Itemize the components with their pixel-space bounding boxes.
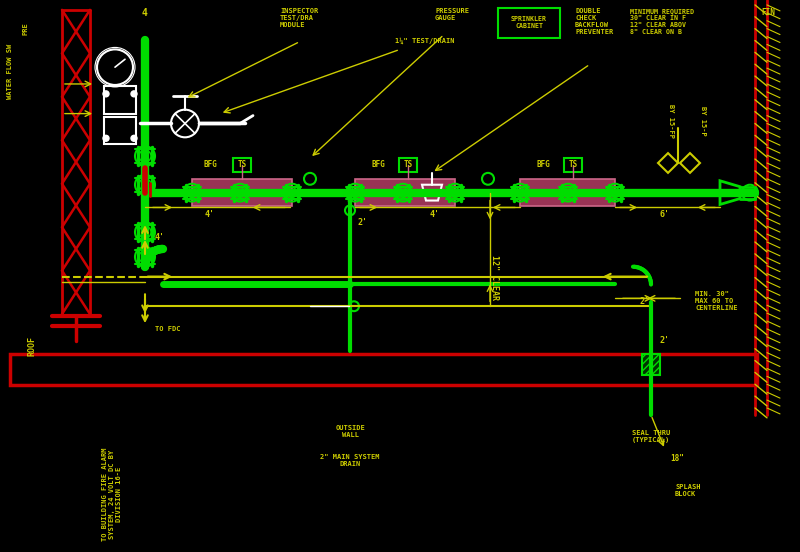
Text: TS: TS	[568, 161, 578, 169]
Text: 1¼" TEST/DRAIN: 1¼" TEST/DRAIN	[395, 38, 454, 44]
Text: BFG: BFG	[203, 161, 217, 169]
Text: PRESSURE
GAUGE: PRESSURE GAUGE	[435, 8, 469, 21]
Bar	[10, 354, 757, 385]
Circle shape	[131, 135, 137, 141]
Text: DOUBLE
CHECK
BACKFLOW
PREVENTER: DOUBLE CHECK BACKFLOW PREVENTER	[575, 8, 614, 35]
Text: INSPECTOR
TEST/DRA
MODULE: INSPECTOR TEST/DRA MODULE	[280, 8, 318, 28]
Bar	[104, 116, 136, 144]
Text: TO FDC: TO FDC	[155, 326, 181, 332]
Bar	[233, 158, 251, 172]
Text: 4': 4'	[205, 210, 215, 219]
Bar	[192, 179, 292, 206]
Text: 2" MAIN SYSTEM
DRAIN: 2" MAIN SYSTEM DRAIN	[320, 454, 380, 468]
Text: MINIMUM REQUIRED
30" CLEAR IN F
12" CLEAR ABOV
8" CLEAR ON B: MINIMUM REQUIRED 30" CLEAR IN F 12" CLEA…	[630, 8, 694, 35]
Circle shape	[103, 91, 109, 97]
Text: 12" CLEAR: 12" CLEAR	[490, 255, 499, 300]
Text: SPLASH
BLOCK: SPLASH BLOCK	[675, 484, 701, 497]
Text: 2': 2'	[660, 336, 670, 346]
Text: BFG: BFG	[371, 161, 385, 169]
Text: ROOF: ROOF	[27, 336, 37, 355]
Text: SPRINKLER
CABINET: SPRINKLER CABINET	[511, 16, 547, 29]
Text: TS: TS	[238, 161, 246, 169]
Text: SEAL THRU
(TYPICAL): SEAL THRU (TYPICAL)	[632, 429, 670, 443]
Text: 4: 4	[142, 8, 148, 18]
Bar	[520, 179, 615, 206]
Text: MIN. 30"
MAX 60 TO
CENTERLINE: MIN. 30" MAX 60 TO CENTERLINE	[695, 291, 738, 311]
Bar	[498, 8, 560, 38]
Text: BY 15-FP: BY 15-FP	[668, 104, 674, 137]
Bar	[104, 86, 136, 114]
Text: TS: TS	[403, 161, 413, 169]
Text: 6': 6'	[660, 210, 670, 219]
Text: 18": 18"	[670, 454, 684, 464]
Text: PRE: PRE	[22, 22, 28, 35]
Bar	[355, 179, 455, 206]
Bar	[399, 158, 417, 172]
Circle shape	[131, 91, 137, 97]
Text: OUTSIDE
WALL: OUTSIDE WALL	[335, 425, 365, 438]
Text: 2': 2'	[640, 297, 650, 306]
Circle shape	[103, 135, 109, 141]
Text: 4': 4'	[155, 232, 165, 242]
Text: 4': 4'	[430, 210, 440, 219]
Bar	[642, 354, 660, 375]
Text: FIN: FIN	[761, 8, 775, 17]
Text: WATER FLOW SW: WATER FLOW SW	[7, 44, 13, 99]
Text: TO BUILDING FIRE ALARM
SYSTEM, 24 VOLT DC BY
DIVISION 16-E: TO BUILDING FIRE ALARM SYSTEM, 24 VOLT D…	[102, 447, 122, 540]
Text: 2': 2'	[358, 218, 368, 227]
Text: BFG: BFG	[536, 161, 550, 169]
Bar	[564, 158, 582, 172]
Text: BY 15-P: BY 15-P	[700, 105, 706, 135]
